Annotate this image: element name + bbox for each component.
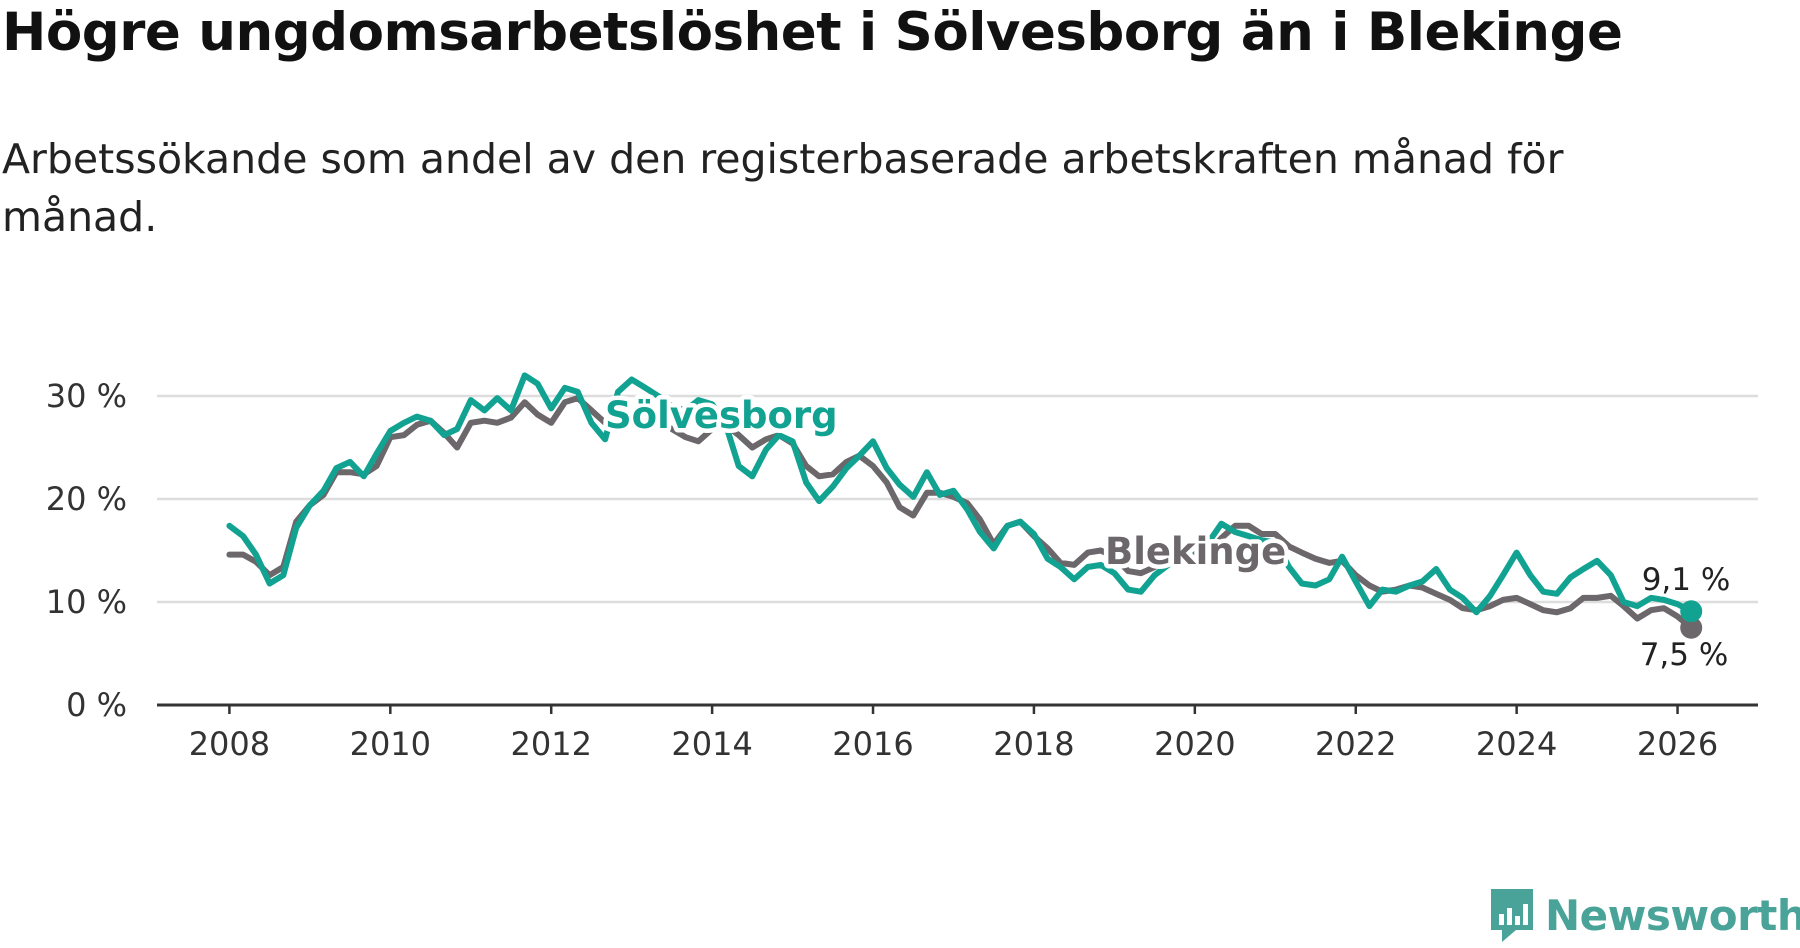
end-point-blekinge xyxy=(1680,616,1703,639)
x-tick-label: 2014 xyxy=(671,725,752,763)
end-point-solvesborg xyxy=(1680,600,1703,623)
x-tick-label: 2018 xyxy=(993,725,1074,763)
y-tick-label: 0 % xyxy=(66,686,127,724)
x-tick-label: 2012 xyxy=(510,725,591,763)
x-tick-label: 2024 xyxy=(1476,725,1557,763)
x-axis: 2008 2010 2012 2014 2016 2018 2020 2022 2024 2026 xyxy=(157,703,1758,763)
chart-title: Högre ungdomsarbetslöshet i Sölvesborg ä… xyxy=(2,2,1623,63)
series-label-blekinge: Blekinge xyxy=(1105,530,1286,573)
end-value-solvesborg: 9,1 % xyxy=(1642,562,1731,598)
x-tick-label: 2010 xyxy=(350,725,431,763)
series-label-solvesborg: Sölvesborg xyxy=(605,394,838,437)
series-lines xyxy=(226,372,1703,639)
y-tick-label: 10 % xyxy=(46,583,127,621)
x-tick-label: 2016 xyxy=(832,725,913,763)
x-tick-label: 2020 xyxy=(1154,725,1235,763)
newsworthy-logo-icon xyxy=(1491,889,1533,942)
end-value-blekinge: 7,5 % xyxy=(1640,637,1729,673)
y-tick-label: 30 % xyxy=(46,377,127,415)
newsworthy-brand: Newsworthy xyxy=(1488,884,1800,946)
x-tick-label: 2008 xyxy=(189,725,270,763)
y-axis: 0 % 10 % 20 % 30 % xyxy=(46,377,127,724)
y-tick-label: 20 % xyxy=(46,480,127,518)
brand-name: Newsworthy xyxy=(1545,890,1800,940)
x-tick-label: 2026 xyxy=(1637,725,1718,763)
series-labels: Sölvesborg Blekinge 9,1 % 7,5 % xyxy=(601,390,1734,677)
x-tick-label: 2022 xyxy=(1315,725,1396,763)
series-line-solvesborg xyxy=(226,372,1695,616)
chart-subtitle: Arbetssökande som andel av den registerb… xyxy=(2,135,1564,241)
